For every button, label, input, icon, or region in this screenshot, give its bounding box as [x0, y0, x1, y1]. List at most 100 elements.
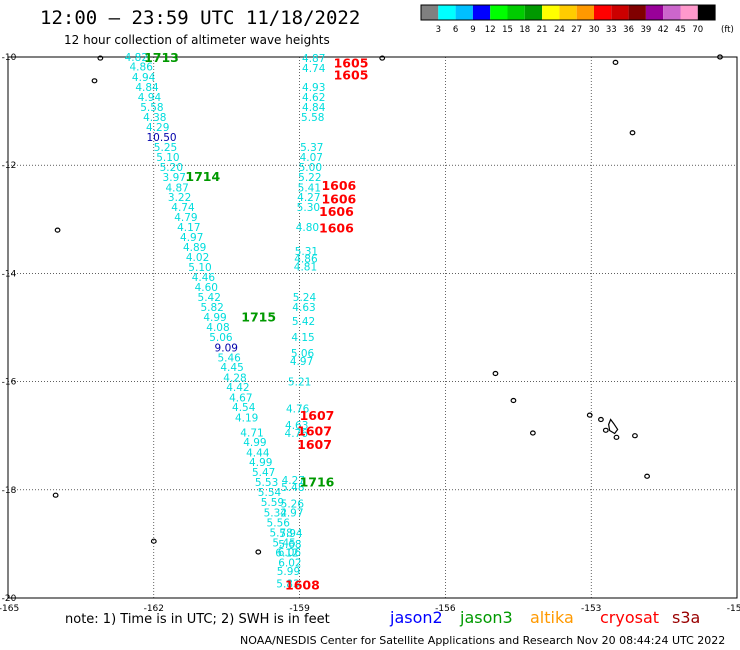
scale-swatch: [594, 5, 612, 20]
time-label: 1607: [300, 408, 335, 423]
island-outlines: [52, 54, 723, 555]
swh-value: 5.58: [301, 112, 324, 124]
swh-value: 4.84: [302, 102, 326, 114]
swh-value: 5.58: [140, 102, 163, 114]
note-text: note: 1) Time is in UTC; 2) SWH is in fe…: [65, 612, 330, 627]
swh-value: 4.63: [292, 302, 315, 314]
swh-value: 4.45: [220, 362, 243, 374]
scale-swatch: [697, 5, 716, 20]
y-tick-label: -14: [2, 269, 17, 279]
swh-value: 5.10: [156, 152, 179, 164]
swh-value: 4.94: [132, 72, 156, 84]
y-tick-label: -10: [2, 53, 17, 63]
island-outline: [91, 78, 98, 84]
island-outline: [529, 430, 536, 436]
swh-value: 5.47: [252, 467, 275, 479]
swh-value: 5.42: [292, 316, 315, 328]
swh-value: 5.68: [278, 539, 301, 551]
swh-value: 4.99: [243, 437, 266, 449]
swh-value: 4.38: [143, 112, 166, 124]
scale-swatch: [472, 5, 491, 20]
swh-value: 4.76: [285, 428, 309, 440]
scale-label: 18: [519, 25, 530, 35]
swh-value: 5.53: [255, 477, 278, 489]
scale-swatch: [628, 5, 646, 20]
swh-value: 5.54: [258, 487, 282, 499]
swh-value: 5.31: [295, 246, 318, 258]
swh-value: 4.08: [206, 322, 229, 334]
scale-label: 33: [606, 25, 617, 35]
island-outline: [492, 370, 499, 377]
swh-value: 5.83: [276, 578, 299, 590]
scale-unit: (ft): [721, 25, 734, 35]
swh-value: 4.27: [282, 475, 305, 487]
scale-label: 30: [589, 25, 600, 35]
scale-swatch: [576, 5, 594, 20]
swh-value: 5.06: [291, 348, 315, 360]
island-outline: [586, 412, 593, 418]
time-label: 1715: [241, 310, 276, 325]
swh-value: 4.97: [280, 508, 303, 520]
scale-swatch: [680, 5, 698, 20]
scale-label: 45: [675, 25, 686, 35]
swh-value: 4.76: [286, 404, 310, 416]
swh-value: 5.56: [267, 517, 291, 529]
scale-swatch: [524, 5, 543, 20]
swh-value: 4.19: [235, 412, 258, 424]
scale-label: 42: [658, 25, 669, 35]
scale-swatch: [645, 5, 664, 20]
swh-value: 4.60: [195, 282, 218, 294]
swh-value: 4.89: [183, 242, 206, 254]
swh-value: 5.25: [154, 142, 177, 154]
scale-label: 15: [502, 25, 513, 35]
swh-value: 5.41: [298, 182, 321, 194]
island-outline: [379, 55, 386, 61]
scale-label: 6: [453, 25, 458, 35]
y-tick-label: -18: [2, 486, 17, 496]
time-label: 1606: [319, 204, 354, 219]
scale-swatch: [438, 5, 456, 20]
swh-value: 9.09: [215, 343, 238, 355]
scale-swatch: [663, 5, 681, 20]
swh-value: 5.78: [269, 528, 292, 540]
swh-value: 6.12: [275, 548, 298, 560]
swh-value: 3.97: [163, 172, 186, 184]
swh-value: 4.07: [300, 152, 323, 164]
island-outline: [608, 418, 619, 435]
scale-swatch: [611, 5, 629, 20]
swh-value: 5.21: [288, 377, 311, 389]
x-tick-label: -159: [289, 604, 310, 614]
swh-value: 4.86: [294, 253, 318, 265]
time-label: 1607: [297, 437, 332, 452]
x-tick-label: -153: [581, 604, 601, 614]
satellite-altika: altika: [530, 608, 574, 627]
swh-value: 4.84: [135, 82, 159, 94]
swh-value: 4.79: [174, 212, 197, 224]
swh-value: 5.82: [200, 302, 223, 314]
time-label: 1605: [334, 55, 369, 70]
swh-value: 5.94: [279, 528, 303, 540]
swh-value: 4.99: [249, 457, 272, 469]
swh-value: 4.17: [177, 222, 200, 234]
island-outline: [612, 59, 619, 66]
swh-value: 4.97: [290, 356, 313, 368]
swh-value: 4.02: [186, 252, 209, 264]
scale-swatch: [542, 5, 560, 20]
time-label: 1607: [297, 423, 332, 438]
island-outline: [255, 549, 262, 555]
credit-text: NOAA/NESDIS Center for Satellite Applica…: [240, 634, 726, 647]
scale-label: 9: [470, 25, 475, 35]
swh-value: 5.42: [198, 292, 221, 304]
swh-value: 5.00: [299, 162, 322, 174]
scale-label: 21: [537, 25, 548, 35]
time-label: 1606: [321, 192, 356, 207]
island-outline: [510, 397, 517, 404]
chart-title: 12:00 – 23:59 UTC 11/18/2022: [40, 7, 361, 29]
island-outline: [629, 130, 636, 136]
island-outline: [54, 227, 61, 233]
grid-lines: [7, 56, 738, 599]
time-label: 1608: [285, 577, 320, 592]
axis-ticks: -165 -162 -159 -156 -153 -150 -10 -12 -14 -16 -18 -…: [0, 53, 740, 614]
scale-label: 27: [571, 25, 582, 35]
swh-value: 5.30: [297, 202, 320, 214]
